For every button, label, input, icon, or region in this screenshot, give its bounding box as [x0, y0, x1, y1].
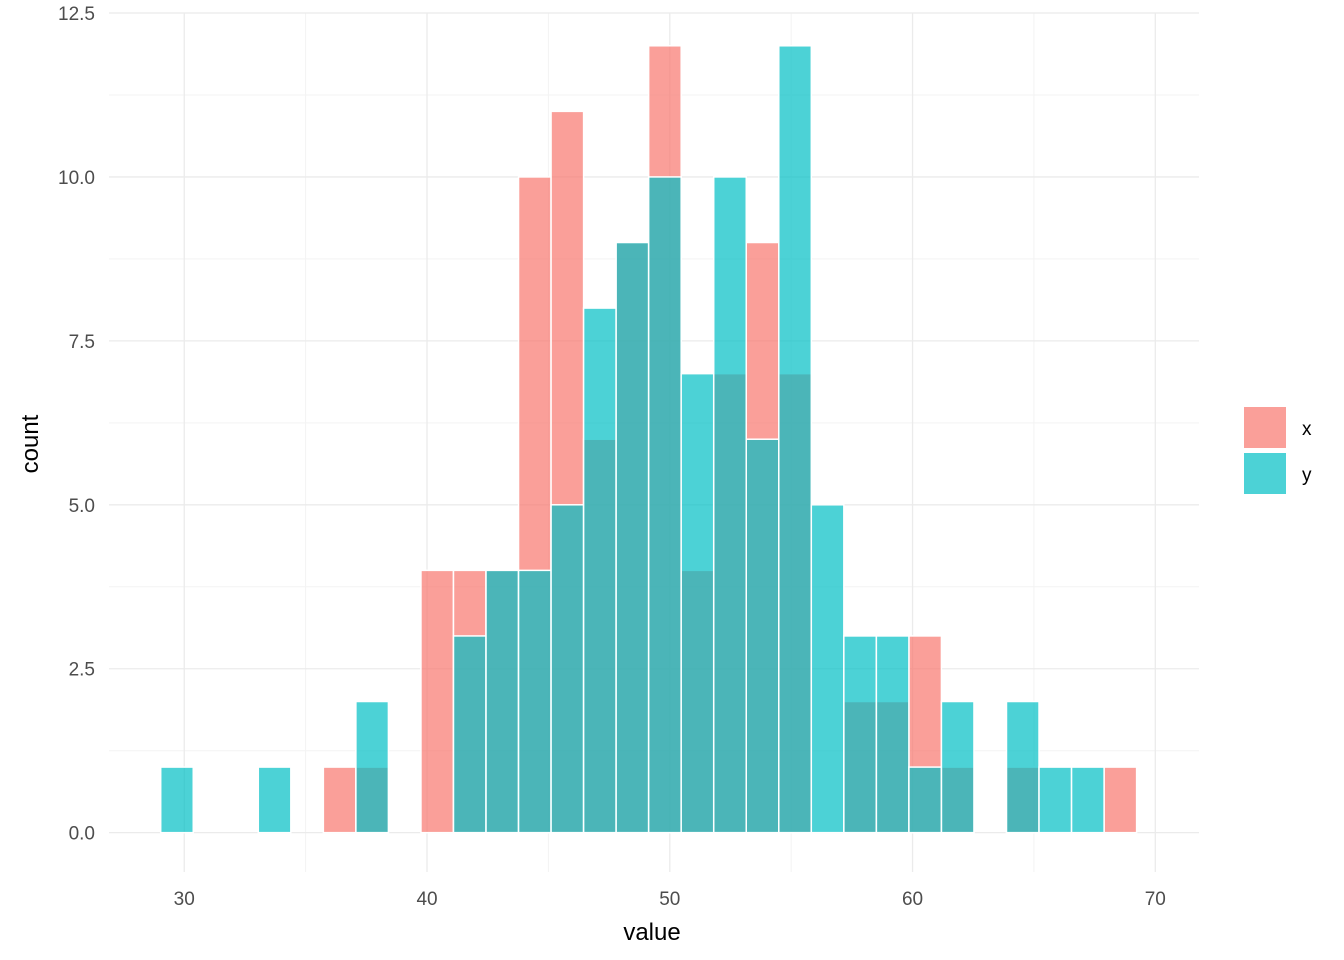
bar-y [615, 241, 650, 834]
legend-key-x [1244, 407, 1286, 448]
bar-y [647, 176, 682, 834]
bar-x [1103, 766, 1138, 834]
legend: xy [1244, 407, 1312, 494]
bar-y [355, 700, 390, 834]
bar-y [712, 176, 747, 834]
x-tick-label: 60 [902, 889, 923, 910]
y-tick-label: 7.5 [69, 332, 95, 353]
x-axis-ticks: 30 40 50 60 70 [174, 889, 1166, 910]
bar-y [1005, 700, 1040, 834]
bar-y [810, 504, 845, 834]
x-tick-label: 70 [1145, 889, 1166, 910]
bar-x [322, 766, 357, 834]
x-tick-label: 30 [174, 889, 195, 910]
bar-y [550, 504, 585, 834]
bar-y [940, 700, 975, 834]
y-axis-title: count [17, 414, 44, 473]
y-tick-label: 10.0 [58, 168, 95, 189]
bar-y [517, 569, 552, 834]
y-axis-ticks: 0.0 2.5 5.0 7.5 10.0 12.5 [58, 4, 95, 845]
legend-key-y [1244, 453, 1286, 494]
bar-y [1070, 766, 1105, 834]
bar-y [257, 766, 292, 834]
bar-y [908, 766, 943, 834]
bar-y [159, 766, 194, 834]
bar-y [452, 635, 487, 834]
bar-y [875, 635, 910, 834]
bar-y [485, 569, 520, 834]
legend-label-y: y [1302, 465, 1312, 486]
bar-x [420, 569, 455, 834]
x-tick-label: 50 [659, 889, 680, 910]
y-tick-label: 12.5 [58, 4, 95, 25]
y-tick-label: 2.5 [69, 660, 95, 681]
legend-label-x: x [1302, 419, 1312, 440]
bar-y [680, 372, 715, 834]
bar-y [582, 307, 617, 834]
bar-y [745, 438, 780, 834]
bar-y [778, 45, 813, 834]
x-axis-title: value [623, 919, 680, 946]
series-y-bars [159, 45, 1105, 834]
x-tick-label: 40 [416, 889, 437, 910]
y-tick-label: 0.0 [69, 824, 95, 845]
y-tick-label: 5.0 [69, 496, 95, 517]
bar-y [1038, 766, 1073, 834]
bar-y [843, 635, 878, 834]
